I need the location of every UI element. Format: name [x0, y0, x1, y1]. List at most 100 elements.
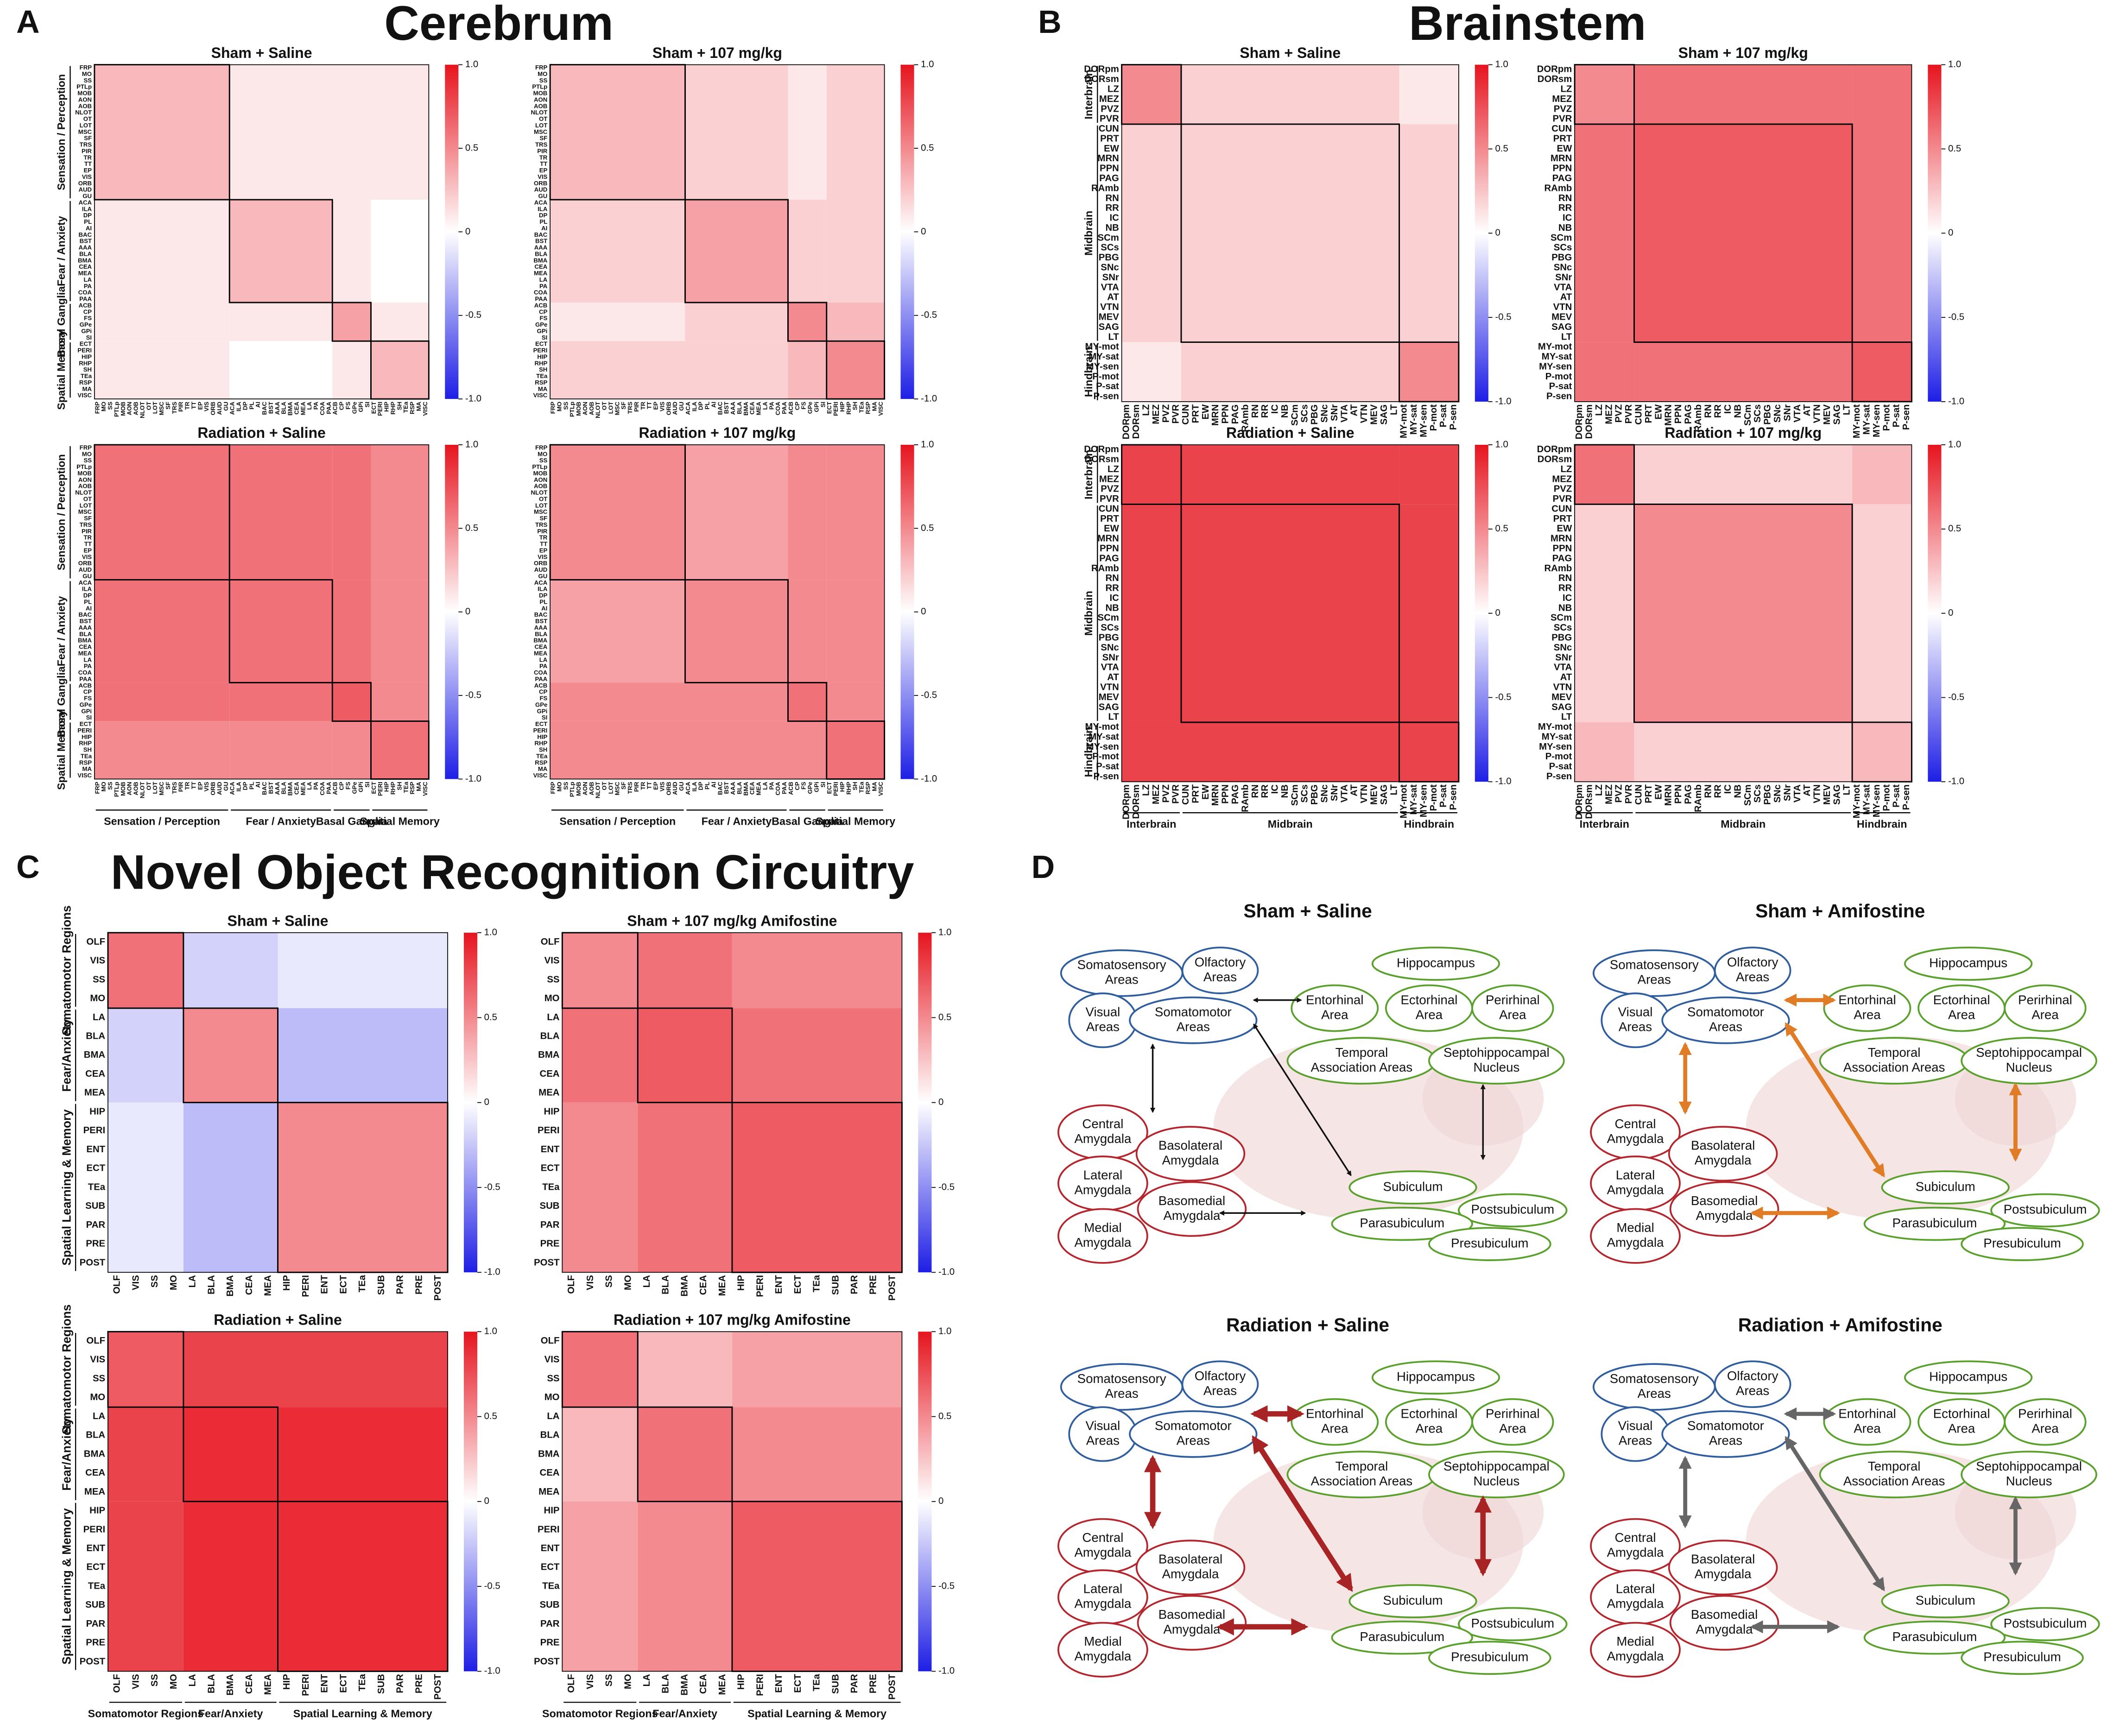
- heatmap-block: [826, 721, 885, 779]
- node-label: Areas: [1619, 1433, 1652, 1448]
- col-label: PERI: [832, 402, 839, 416]
- heatmap-block: [278, 1407, 448, 1502]
- col-label: SH: [396, 782, 403, 790]
- heatmap-block: [94, 341, 230, 399]
- row-label: TRS: [80, 141, 92, 148]
- matrix-title: Radiation + Saline: [1226, 424, 1354, 441]
- heatmap-block: [550, 64, 685, 200]
- colorbar-label: -0.5: [1948, 692, 1964, 702]
- row-label: NB: [1558, 223, 1572, 233]
- col-label: BST: [267, 402, 274, 414]
- colorbar-label: 0.5: [921, 143, 934, 153]
- module-label: Fear / Anxiety: [702, 815, 772, 827]
- col-label: RAmb: [1240, 404, 1250, 432]
- heatmap-block: [229, 302, 333, 341]
- row-label: BAC: [78, 611, 92, 618]
- region-node: [1668, 1126, 1778, 1182]
- row-label: FS: [539, 315, 547, 322]
- col-label: LOT: [152, 402, 158, 414]
- row-label: FS: [539, 695, 547, 702]
- region-node: [1458, 1193, 1568, 1228]
- row-label: RAmb: [1544, 563, 1572, 574]
- node-label: Lateral: [1083, 1582, 1122, 1596]
- node-label: Presubiculum: [1983, 1650, 2061, 1664]
- heatmap-block: [562, 1407, 638, 1502]
- row-label: PERI: [83, 1125, 106, 1136]
- row-label: RSP: [535, 379, 547, 386]
- col-label: MSC: [158, 782, 165, 795]
- col-label: MY-sen: [1418, 404, 1429, 437]
- node-label: Amygdala: [1074, 1649, 1131, 1663]
- row-label: OT: [83, 115, 92, 122]
- heatmap-block: [685, 682, 788, 721]
- row-label: PERI: [533, 727, 548, 734]
- heatmap-block: [1852, 445, 1912, 505]
- colorbar-label: 0.5: [921, 523, 934, 533]
- col-label: PIR: [633, 782, 640, 792]
- matrix-frame: [550, 444, 885, 780]
- module-outline: [1180, 123, 1400, 343]
- node-label: Amygdala: [1074, 1183, 1131, 1197]
- heatmap-block: [183, 1501, 278, 1672]
- heatmap-block: [732, 1102, 902, 1273]
- col-label: SCm: [1290, 784, 1300, 806]
- module-outline: [183, 1406, 278, 1502]
- row-label: PBG: [1099, 253, 1119, 263]
- col-label: TR: [639, 401, 646, 410]
- col-label: PVR: [1171, 784, 1181, 804]
- node-label: Areas: [1105, 972, 1139, 987]
- col-label: IC: [1723, 404, 1733, 414]
- row-label: BAC: [78, 231, 92, 238]
- matrix-frame: [94, 64, 430, 399]
- row-label: MOB: [77, 90, 92, 97]
- row-label: CEA: [540, 1069, 560, 1079]
- col-label: MY-sen: [1872, 404, 1882, 437]
- row-label: OLF: [86, 937, 105, 947]
- heatmap-block: [1575, 722, 1634, 782]
- heatmap-block: [1634, 722, 1853, 782]
- col-label: PERI: [301, 1674, 311, 1696]
- node-label: Somatomotor: [1687, 1419, 1764, 1433]
- col-label: MRN: [1210, 784, 1221, 806]
- col-label: ECT: [370, 402, 377, 414]
- row-label: PTLp: [532, 83, 547, 90]
- col-label: PVZ: [1614, 784, 1624, 803]
- module-label: Fear / Anxiety: [55, 596, 67, 666]
- row-label: MO: [544, 1392, 560, 1402]
- region-node: [1961, 1227, 2084, 1261]
- region-node: [1590, 1208, 1681, 1264]
- row-label: AUD: [78, 566, 92, 573]
- col-label: ENT: [320, 1275, 330, 1294]
- row-label: SF: [84, 135, 92, 142]
- col-label: PERI: [377, 782, 384, 796]
- col-label: PRE: [868, 1674, 879, 1693]
- node-label: Area: [1321, 1421, 1348, 1435]
- col-label: EW: [1653, 784, 1664, 800]
- col-label: CEA: [698, 1275, 709, 1295]
- heatmap-block: [685, 64, 788, 200]
- heatmap-block: [94, 445, 230, 580]
- heatmap-block: [1575, 64, 1634, 124]
- colorbar-label: -1.0: [938, 1666, 955, 1676]
- row-label: AOB: [78, 483, 92, 490]
- row-label: PAA: [79, 675, 92, 682]
- row-label: ECT: [541, 1163, 560, 1174]
- network-diagram: Sham + AmifostineSomatosensoryAreasOlfac…: [1590, 900, 2100, 1264]
- module-label: Interbrain: [1082, 69, 1095, 119]
- colorbar-label: -0.5: [1495, 312, 1511, 322]
- heatmap-block: [732, 933, 902, 1009]
- row-label: AI: [541, 605, 547, 612]
- node-label: Septohippocampal: [1443, 1459, 1550, 1473]
- row-label: AI: [541, 225, 547, 232]
- row-label: CP: [83, 308, 92, 315]
- row-label: NB: [1105, 603, 1119, 613]
- row-label: VIS: [544, 956, 560, 966]
- col-label: SAG: [1832, 784, 1842, 805]
- col-label: PA: [768, 782, 775, 790]
- matrix-title: Radiation + 107 mg/kg: [1665, 424, 1822, 441]
- row-label: SCm: [1098, 613, 1119, 623]
- col-label: LZ: [1141, 404, 1151, 416]
- node-label: Ectorhinal: [1933, 992, 1990, 1007]
- col-label: HIP: [736, 1275, 747, 1291]
- row-label: ENT: [86, 1543, 105, 1553]
